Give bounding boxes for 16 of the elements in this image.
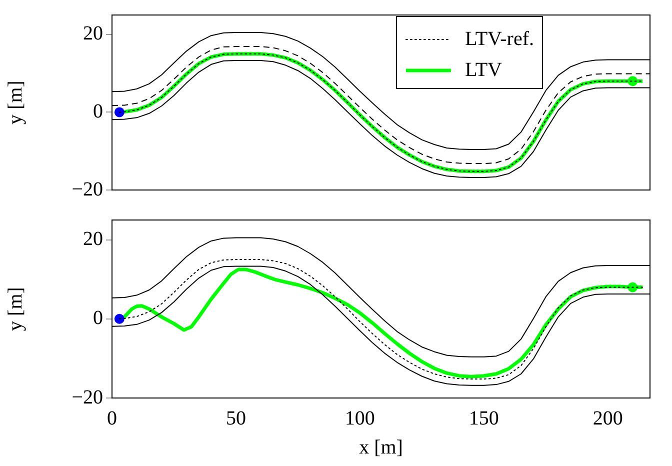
y-axis-title: y [m]: [4, 80, 26, 124]
x-axis-title: x [m]: [359, 436, 403, 458]
legend-label: LTV: [464, 58, 503, 81]
x-tick-label: 100: [344, 407, 375, 430]
x-tick-label: 200: [592, 407, 623, 430]
y-tick-label: 0: [93, 100, 103, 122]
legend-label: LTV-ref.: [464, 28, 534, 50]
x-tick-label: 150: [468, 407, 499, 430]
x-tick-label: 50: [226, 407, 246, 430]
y-tick-label: 20: [83, 228, 103, 250]
x-tick-label: 0: [107, 407, 117, 430]
y-tick-label: 0: [93, 307, 103, 330]
y-axis-title: y [m]: [4, 287, 26, 331]
y-tick-label: 20: [83, 22, 103, 45]
y-tick-label: −20: [72, 386, 103, 408]
y-tick-label: −20: [72, 178, 103, 200]
